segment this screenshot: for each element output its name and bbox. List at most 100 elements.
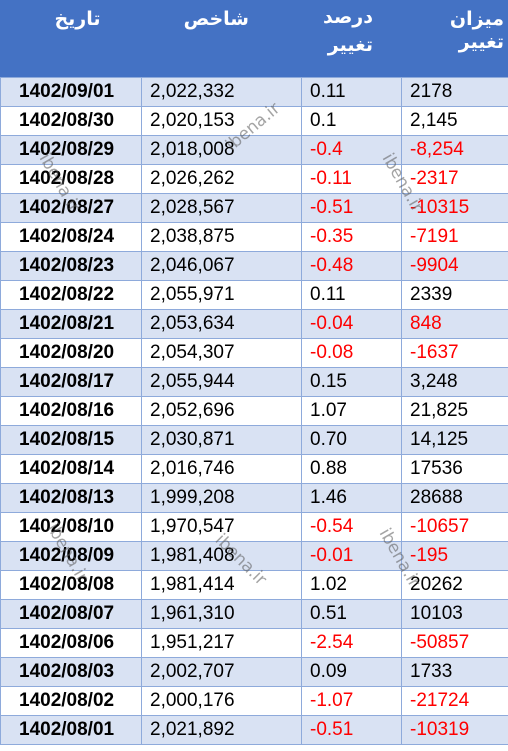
cell-percent[interactable]: 0.11 (301, 77, 402, 107)
cell-index[interactable]: 2,038,875 (141, 222, 302, 252)
cell-date[interactable]: 1402/08/06 (0, 628, 142, 658)
cell-change[interactable]: -195 (401, 541, 508, 571)
cell-change[interactable]: -50857 (401, 628, 508, 658)
cell-index[interactable]: 2,055,971 (141, 280, 302, 310)
cell-index[interactable]: 2,018,008 (141, 135, 302, 165)
cell-date[interactable]: 1402/08/17 (0, 367, 142, 397)
cell-index[interactable]: 1,961,310 (141, 599, 302, 629)
cell-change[interactable]: -10319 (401, 715, 508, 745)
cell-percent[interactable]: 0.15 (301, 367, 402, 397)
cell-change[interactable]: 2,145 (401, 106, 508, 136)
cell-percent[interactable]: 1.02 (301, 570, 402, 600)
cell-percent[interactable]: 0.51 (301, 599, 402, 629)
cell-index[interactable]: 2,052,696 (141, 396, 302, 426)
cell-change[interactable]: -10657 (401, 512, 508, 542)
cell-date[interactable]: 1402/08/01 (0, 715, 142, 745)
cell-change[interactable]: 3,248 (401, 367, 508, 397)
cell-percent[interactable]: -0.35 (301, 222, 402, 252)
cell-index[interactable]: 2,000,176 (141, 686, 302, 716)
cell-index[interactable]: 2,054,307 (141, 338, 302, 368)
cell-change[interactable]: -1637 (401, 338, 508, 368)
cell-percent[interactable]: -2.54 (301, 628, 402, 658)
cell-percent[interactable]: 1.46 (301, 483, 402, 513)
cell-index[interactable]: 1,981,408 (141, 541, 302, 571)
cell-percent[interactable]: -0.51 (301, 193, 402, 223)
data-table: 1402/09/01 2,022,332 0.11 2178 1402/08/30 2,0… (0, 77, 508, 745)
cell-date[interactable]: 1402/08/23 (0, 251, 142, 281)
cell-percent[interactable]: 0.11 (301, 280, 402, 310)
cell-change[interactable]: 21,825 (401, 396, 508, 426)
cell-index[interactable]: 2,016,746 (141, 454, 302, 484)
table-row: 1402/09/01 2,022,332 0.11 2178 (0, 77, 508, 107)
cell-percent[interactable]: -0.54 (301, 512, 402, 542)
cell-date[interactable]: 1402/08/09 (0, 541, 142, 571)
cell-date[interactable]: 1402/08/24 (0, 222, 142, 252)
cell-index[interactable]: 2,026,262 (141, 164, 302, 194)
cell-percent[interactable]: -0.11 (301, 164, 402, 194)
cell-change[interactable]: 1733 (401, 657, 508, 687)
cell-date[interactable]: 1402/08/15 (0, 425, 142, 455)
header-date[interactable]: تاریخ (54, 9, 101, 30)
cell-index[interactable]: 2,046,067 (141, 251, 302, 281)
cell-percent[interactable]: -0.04 (301, 309, 402, 339)
table-row: 1402/08/09 1,981,408 -0.01 -195 (0, 541, 508, 571)
cell-change[interactable]: 2339 (401, 280, 508, 310)
cell-change[interactable]: -10315 (401, 193, 508, 223)
cell-date[interactable]: 1402/08/21 (0, 309, 142, 339)
cell-index[interactable]: 2,028,567 (141, 193, 302, 223)
cell-index[interactable]: 2,022,332 (141, 77, 302, 107)
cell-change[interactable]: -2317 (401, 164, 508, 194)
cell-date[interactable]: 1402/08/14 (0, 454, 142, 484)
cell-percent[interactable]: -0.08 (301, 338, 402, 368)
cell-date[interactable]: 1402/08/02 (0, 686, 142, 716)
cell-change[interactable]: -8,254 (401, 135, 508, 165)
cell-change[interactable]: 10103 (401, 599, 508, 629)
cell-change[interactable]: 17536 (401, 454, 508, 484)
header-percent[interactable]: درصد تغییر (301, 0, 401, 77)
cell-index[interactable]: 2,002,707 (141, 657, 302, 687)
cell-change[interactable]: 20262 (401, 570, 508, 600)
cell-percent[interactable]: -0.01 (301, 541, 402, 571)
cell-index[interactable]: 2,021,892 (141, 715, 302, 745)
cell-index[interactable]: 1,981,414 (141, 570, 302, 600)
cell-date[interactable]: 1402/08/10 (0, 512, 142, 542)
cell-index[interactable]: 2,055,944 (141, 367, 302, 397)
cell-date[interactable]: 1402/08/27 (0, 193, 142, 223)
cell-change[interactable]: 14,125 (401, 425, 508, 455)
cell-percent[interactable]: -1.07 (301, 686, 402, 716)
cell-index[interactable]: 2,030,871 (141, 425, 302, 455)
cell-index[interactable]: 2,020,153 (141, 106, 302, 136)
cell-percent[interactable]: -0.4 (301, 135, 402, 165)
cell-change[interactable]: -7191 (401, 222, 508, 252)
cell-date[interactable]: 1402/08/29 (0, 135, 142, 165)
cell-date[interactable]: 1402/08/08 (0, 570, 142, 600)
cell-percent[interactable]: 1.07 (301, 396, 402, 426)
cell-percent[interactable]: 0.88 (301, 454, 402, 484)
cell-percent[interactable]: 0.1 (301, 106, 402, 136)
header-index[interactable]: شاخص (183, 9, 249, 30)
cell-percent[interactable]: -0.48 (301, 251, 402, 281)
cell-index[interactable]: 1,999,208 (141, 483, 302, 513)
cell-percent[interactable]: 0.70 (301, 425, 402, 455)
cell-change[interactable]: -21724 (401, 686, 508, 716)
cell-change[interactable]: -9904 (401, 251, 508, 281)
cell-change[interactable]: 2178 (401, 77, 508, 107)
cell-percent[interactable]: 0.09 (301, 657, 402, 687)
cell-index[interactable]: 1,951,217 (141, 628, 302, 658)
cell-date[interactable]: 1402/08/03 (0, 657, 142, 687)
cell-change[interactable]: 848 (401, 309, 508, 339)
cell-percent[interactable]: -0.51 (301, 715, 402, 745)
table-row: 1402/08/27 2,028,567 -0.51 -10315 (0, 193, 508, 223)
cell-index[interactable]: 2,053,634 (141, 309, 302, 339)
cell-index[interactable]: 1,970,547 (141, 512, 302, 542)
header-change[interactable]: میزان تغییر (449, 9, 504, 53)
cell-date[interactable]: 1402/08/20 (0, 338, 142, 368)
cell-date[interactable]: 1402/08/30 (0, 106, 142, 136)
cell-date[interactable]: 1402/08/22 (0, 280, 142, 310)
cell-date[interactable]: 1402/08/28 (0, 164, 142, 194)
cell-date[interactable]: 1402/08/16 (0, 396, 142, 426)
cell-date[interactable]: 1402/09/01 (0, 77, 142, 107)
cell-date[interactable]: 1402/08/07 (0, 599, 142, 629)
cell-change[interactable]: 28688 (401, 483, 508, 513)
cell-date[interactable]: 1402/08/13 (0, 483, 142, 513)
